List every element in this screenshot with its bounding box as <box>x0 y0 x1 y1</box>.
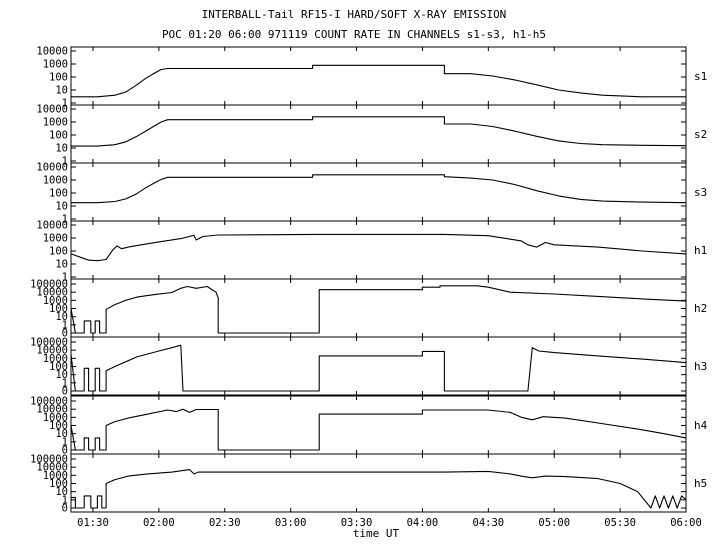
y-tick-label: 10 <box>55 259 68 271</box>
y-tick-label: 0 <box>62 328 68 340</box>
x-tick-label: 03:30 <box>341 517 373 529</box>
channel-label: h5 <box>694 477 707 490</box>
series-line-h1 <box>70 233 687 262</box>
panel-frame <box>70 104 687 164</box>
panel-frame <box>70 46 687 106</box>
y-tick-label: 1000 <box>43 59 68 71</box>
series-line-h5 <box>71 469 687 509</box>
y-tick-label: 0 <box>62 386 68 398</box>
y-tick-label: 10 <box>55 486 68 498</box>
y-tick-label: 1000 <box>43 233 68 245</box>
y-tick-label: 10 <box>55 428 68 440</box>
channel-label: h2 <box>694 302 707 315</box>
y-tick-label: 1 <box>62 319 68 331</box>
y-tick-label: 1 <box>62 156 68 168</box>
y-tick-label: 1000 <box>43 117 68 129</box>
x-tick-label: 01:30 <box>77 517 109 529</box>
y-tick-label: 100 <box>49 303 68 315</box>
channel-label: h1 <box>694 244 707 257</box>
panel-frame <box>70 220 687 280</box>
y-tick-label: 10000 <box>36 162 68 174</box>
y-tick-label: 0 <box>62 503 68 515</box>
y-tick-label: 100 <box>49 130 68 142</box>
y-tick-label: 1000 <box>43 412 68 424</box>
y-tick-label: 100 <box>49 72 68 84</box>
y-tick-label: 1000 <box>43 295 68 307</box>
y-tick-label: 1 <box>62 377 68 389</box>
y-tick-label: 100000 <box>30 454 68 466</box>
channel-label: s1 <box>694 70 707 83</box>
series-line-s2 <box>71 116 687 147</box>
x-tick-label: 05:00 <box>538 517 570 529</box>
y-tick-label: 100 <box>49 478 68 490</box>
y-tick-label: 100 <box>49 361 68 373</box>
y-tick-label: 10 <box>55 143 68 155</box>
y-tick-label: 10000 <box>36 462 68 474</box>
panel-frame <box>70 278 687 338</box>
y-tick-label: 0 <box>62 445 68 457</box>
x-tick-label: 04:30 <box>473 517 505 529</box>
x-tick-label: 06:00 <box>670 517 702 529</box>
y-tick-label: 10000 <box>36 404 68 416</box>
x-tick-label: 02:00 <box>143 517 175 529</box>
x-axis-label: time UT <box>353 527 400 540</box>
series-line-h2 <box>70 285 687 334</box>
x-tick-label: 04:00 <box>407 517 439 529</box>
channel-label: s3 <box>694 186 707 199</box>
channel-label: h4 <box>694 419 708 432</box>
y-tick-label: 1000 <box>43 470 68 482</box>
y-tick-label: 100 <box>49 420 68 432</box>
panels-group: 100001000100101s1100001000100101s2100001… <box>30 46 708 515</box>
x-tick-label: 05:30 <box>604 517 636 529</box>
channel-label: s2 <box>694 128 707 141</box>
panel-frame <box>70 453 687 513</box>
panel-frame <box>70 162 687 222</box>
series-line-s1 <box>71 64 686 98</box>
chart-title: INTERBALL-Tail RF15-I HARD/SOFT X-RAY EM… <box>202 8 507 21</box>
y-tick-label: 100 <box>49 246 68 258</box>
y-tick-label: 10 <box>55 311 68 323</box>
y-tick-label: 100000 <box>30 337 68 349</box>
y-tick-label: 1 <box>62 98 68 110</box>
panel-frame <box>70 336 687 396</box>
y-tick-label: 10000 <box>36 104 68 116</box>
series-line-h4 <box>70 408 687 451</box>
x-tick-label: 02:30 <box>209 517 241 529</box>
y-tick-label: 10 <box>55 369 68 381</box>
x-tick-label: 03:00 <box>275 517 307 529</box>
y-tick-label: 10 <box>55 201 68 213</box>
channel-label: h3 <box>694 360 707 373</box>
y-tick-label: 10000 <box>36 287 68 299</box>
y-tick-label: 100 <box>49 188 68 200</box>
panel-frame <box>70 395 687 455</box>
y-tick-label: 10000 <box>36 46 68 58</box>
chart-subtitle: POC 01:20 06:00 971119 COUNT RATE IN CHA… <box>162 28 546 41</box>
y-tick-label: 10000 <box>36 220 68 232</box>
y-tick-label: 1000 <box>43 353 68 365</box>
y-tick-label: 1 <box>62 272 68 284</box>
y-tick-label: 1 <box>62 494 68 506</box>
y-tick-label: 1 <box>62 214 68 226</box>
y-tick-label: 100000 <box>30 279 68 291</box>
y-tick-label: 10 <box>55 85 68 97</box>
series-line-s3 <box>71 174 687 204</box>
series-line-h3 <box>70 344 687 392</box>
y-tick-label: 100000 <box>30 396 68 408</box>
x-axis: 01:30 02:00 02:30 03:00 03:30 04:00 04:30 05:00… <box>77 517 702 529</box>
y-tick-label: 1 <box>62 436 68 448</box>
y-tick-label: 10000 <box>36 345 68 357</box>
y-tick-label: 1000 <box>43 175 68 187</box>
